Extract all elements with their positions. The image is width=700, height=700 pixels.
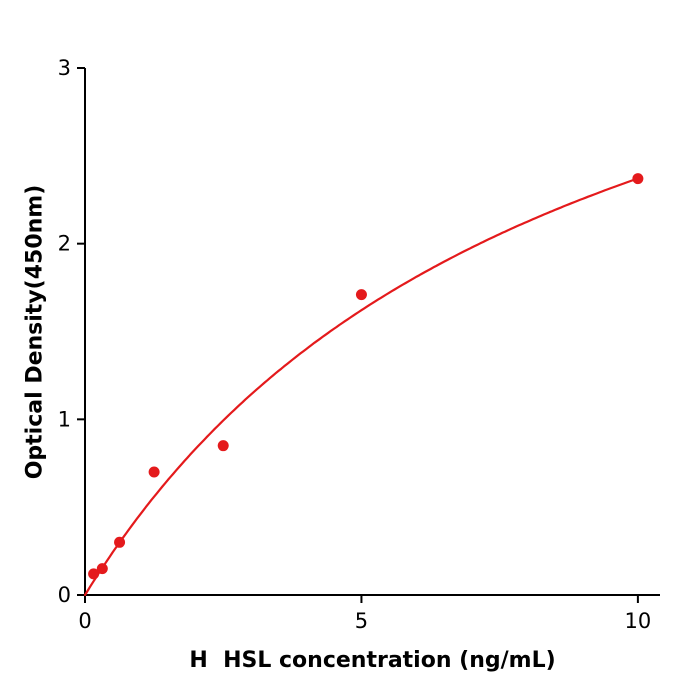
y-tick-label: 1 (58, 407, 71, 431)
y-tick-label: 2 (58, 232, 71, 256)
y-tick-label: 3 (58, 56, 71, 80)
x-tick-label: 10 (625, 609, 652, 633)
fit-curve (83, 177, 639, 597)
y-tick-label: 0 (58, 583, 71, 607)
data-point (96, 563, 108, 575)
data-point (148, 466, 160, 478)
data-point (114, 536, 126, 548)
data-point (217, 440, 229, 452)
data-point (355, 289, 367, 301)
x-tick-label: 5 (355, 609, 368, 633)
data-point (632, 173, 644, 185)
x-axis-label: H HSL concentration (ng/mL) (189, 648, 556, 673)
y-axis-label: Optical Density(450nm) (22, 184, 48, 480)
x-tick-label: 0 (78, 609, 91, 633)
data-point (88, 568, 100, 580)
